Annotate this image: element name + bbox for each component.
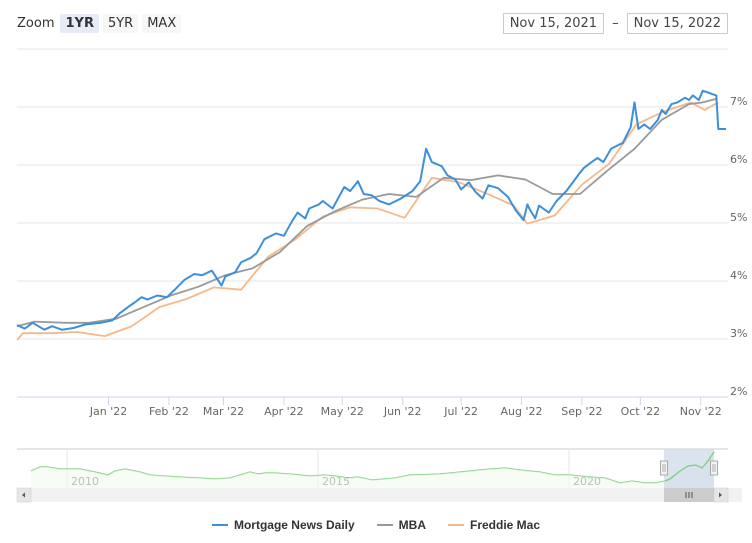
legend-swatch-mba-icon — [376, 524, 393, 526]
legend: Mortgage News Daily MBA Freddie Mac — [0, 518, 752, 532]
zoom-max-button[interactable]: MAX — [142, 14, 182, 33]
zoom-toolbar: Zoom 1YR 5YR MAX — [17, 14, 185, 33]
zoom-5yr-button[interactable]: 5YR — [102, 14, 139, 33]
x-tick-label: Jan '22 — [89, 405, 127, 418]
y-tick-label: 5% — [730, 211, 747, 224]
legend-swatch-freddie-icon — [448, 524, 464, 526]
y-tick-label: 7% — [730, 95, 747, 108]
navigator-selection[interactable] — [664, 449, 714, 488]
gridlines — [17, 48, 728, 398]
x-tick-label: Aug '22 — [501, 405, 543, 418]
y-tick-label: 3% — [730, 327, 747, 340]
legend-label: MBA — [398, 518, 426, 532]
navigator-area — [31, 452, 714, 488]
y-tick-label: 2% — [730, 385, 747, 398]
legend-item-freddie-mac[interactable]: Freddie Mac — [448, 518, 540, 532]
rate-chart[interactable]: Jan '22 Feb '22 Mar '22 Apr '22 May '22 Jun '… — [0, 0, 752, 510]
zoom-label: Zoom — [17, 16, 55, 31]
legend-swatch-mnd-icon — [211, 524, 228, 526]
y-tick-label: 4% — [730, 269, 747, 282]
range-from-input[interactable]: Nov 15, 2021 — [502, 13, 605, 34]
navigator-selected-line — [664, 451, 715, 482]
y-tick-label: 6% — [730, 153, 747, 166]
navigator[interactable]: 201020152020 — [16, 448, 742, 503]
range-to-input[interactable]: Nov 15, 2022 — [626, 13, 728, 34]
series-lines — [16, 89, 727, 341]
range-separator: – — [612, 16, 619, 31]
x-tick-label: Jul '22 — [443, 405, 478, 418]
x-tick-label: Mar '22 — [203, 405, 244, 418]
y-axis: 2% 3% 4% 5% 6% 7% — [730, 95, 747, 398]
legend-item-mba[interactable]: MBA — [376, 518, 426, 532]
x-axis: Jan '22 Feb '22 Mar '22 Apr '22 May '22 Jun '… — [89, 397, 722, 418]
x-tick-label: Jun '22 — [383, 405, 422, 418]
zoom-1yr-button[interactable]: 1YR — [60, 14, 99, 33]
navigator-right-handle[interactable] — [710, 460, 718, 476]
x-tick-label: Apr '22 — [264, 405, 304, 418]
legend-item-mortgage-news-daily[interactable]: Mortgage News Daily — [211, 518, 355, 532]
series-line-mba[interactable] — [16, 98, 717, 328]
scrollbar-track[interactable] — [17, 488, 742, 502]
arrow-right-icon — [719, 492, 722, 498]
x-tick-label: Oct '22 — [621, 405, 661, 418]
x-tick-label: Feb '22 — [149, 405, 189, 418]
date-range-selector: Nov 15, 2021 – Nov 15, 2022 — [502, 13, 728, 34]
series-line-freddie[interactable] — [16, 101, 719, 341]
x-tick-label: May '22 — [321, 405, 364, 418]
legend-label: Freddie Mac — [470, 518, 541, 532]
x-tick-label: Sep '22 — [561, 405, 602, 418]
series-line-mnd[interactable] — [16, 89, 727, 331]
x-tick-label: Nov '22 — [680, 405, 722, 418]
legend-label: Mortgage News Daily — [233, 518, 355, 532]
navigator-left-handle[interactable] — [660, 460, 668, 476]
arrow-left-icon — [22, 492, 25, 498]
